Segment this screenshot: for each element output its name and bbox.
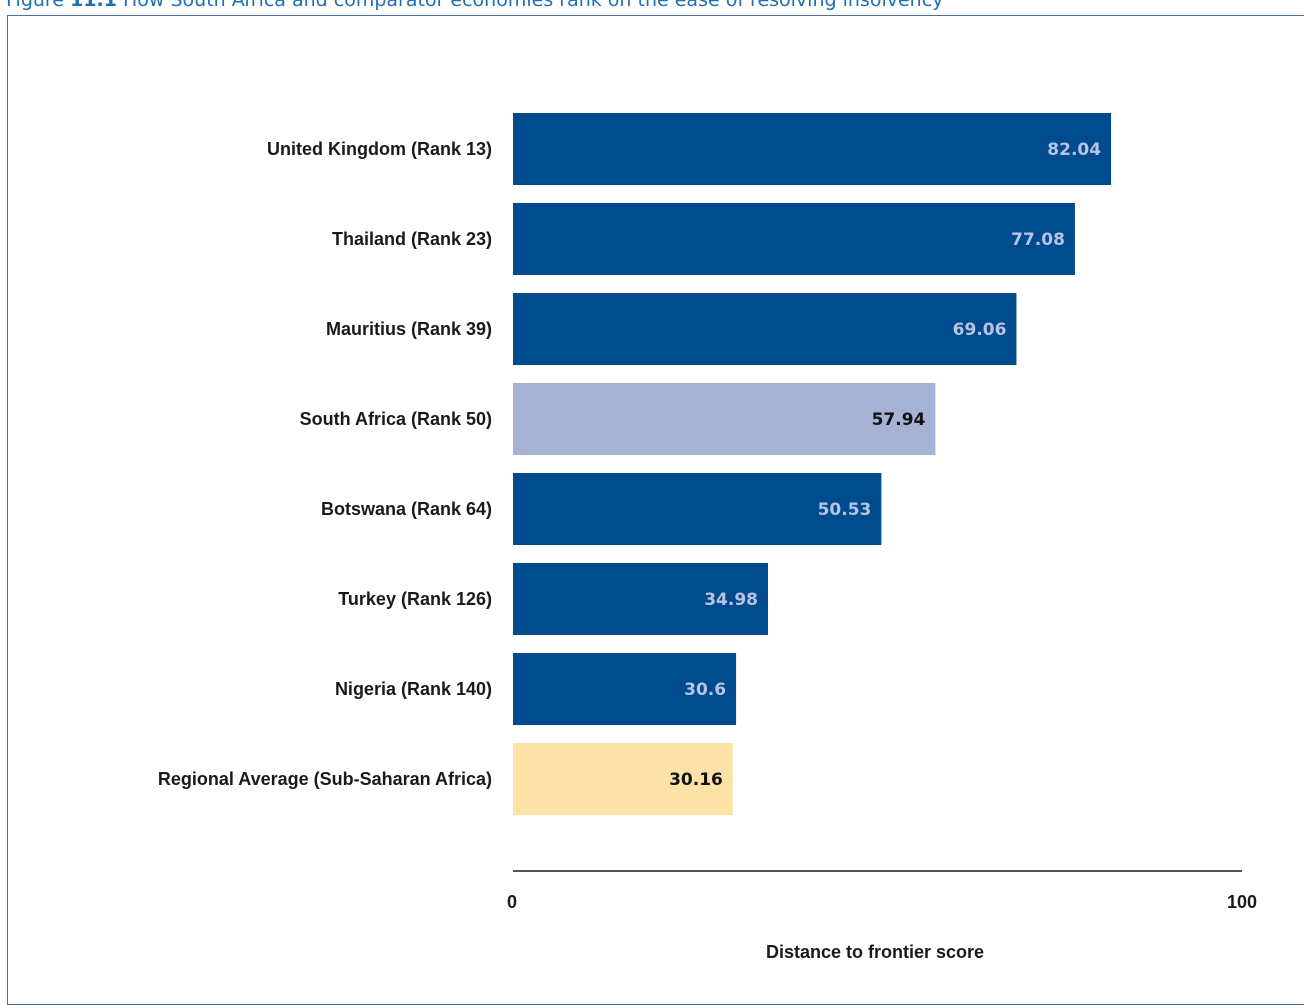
caption-prefix: Figure — [6, 0, 65, 11]
category-label: Mauritius (Rank 39) — [326, 319, 492, 339]
figure-caption: Figure 11.1 How South Africa and compara… — [6, 0, 943, 13]
data-label: 57.94 — [872, 410, 926, 430]
x-axis-title: Distance to frontier score — [766, 942, 984, 962]
category-label: Regional Average (Sub-Saharan Africa) — [158, 769, 492, 789]
data-label: 69.06 — [953, 320, 1007, 340]
data-label: 30.16 — [669, 770, 723, 790]
caption-number: 11.1 — [70, 0, 117, 11]
data-label: 82.04 — [1047, 140, 1101, 160]
category-label: Turkey (Rank 126) — [338, 589, 492, 609]
bar — [513, 383, 936, 455]
category-label: Nigeria (Rank 140) — [335, 679, 492, 699]
data-label: 77.08 — [1011, 230, 1065, 250]
x-tick-label: 0 — [507, 892, 517, 912]
bar — [513, 473, 882, 545]
category-label: South Africa (Rank 50) — [300, 409, 492, 429]
bar — [513, 653, 737, 725]
bar — [513, 113, 1112, 185]
category-label: Botswana (Rank 64) — [321, 499, 492, 519]
caption-text: How South Africa and comparator economie… — [123, 0, 944, 11]
bar — [513, 563, 769, 635]
x-tick-label: 100 — [1227, 892, 1257, 912]
data-label: 50.53 — [818, 500, 872, 520]
bar — [513, 203, 1075, 275]
category-label: Thailand (Rank 23) — [332, 229, 492, 249]
bar — [513, 293, 1017, 365]
category-label: United Kingdom (Rank 13) — [267, 139, 492, 159]
data-label: 34.98 — [704, 590, 758, 610]
bar — [513, 743, 733, 815]
data-label: 30.6 — [684, 680, 726, 700]
